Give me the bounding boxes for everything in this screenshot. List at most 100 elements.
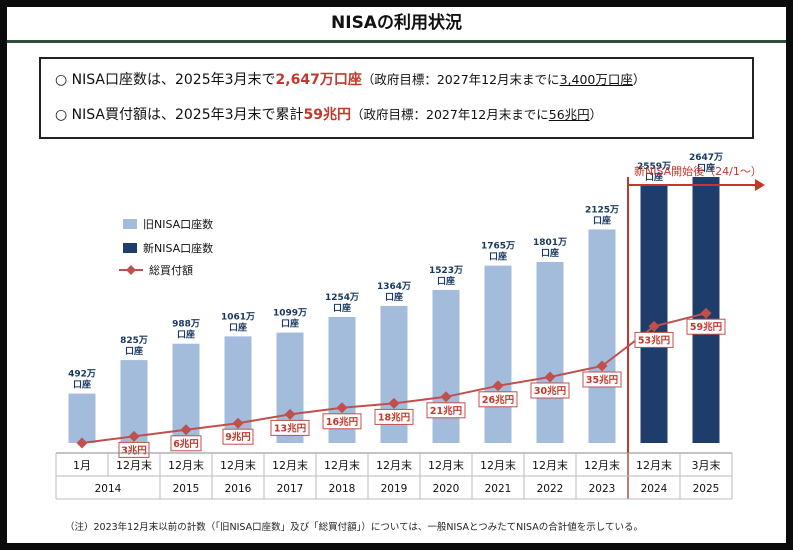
bar-value-unit: 口座 <box>437 275 455 287</box>
total-purchase-point <box>284 408 296 420</box>
bullet: ○ <box>55 107 68 123</box>
purchase-label-box <box>582 371 622 388</box>
bar-value-label: 1765万 <box>481 241 515 252</box>
bar-value-label: 2647万 <box>689 152 723 163</box>
accounts-highlight: 2,647万口座 <box>275 72 362 88</box>
old-nisa-bar <box>120 360 148 443</box>
old-nisa-bar <box>588 229 616 443</box>
total-purchase-point <box>596 360 608 372</box>
x-tick-label: 12月末 <box>220 458 256 472</box>
total-purchase-point <box>232 417 244 429</box>
x-tick-label: 12月末 <box>116 458 152 472</box>
goal-value: 3,400万口座 <box>559 72 633 87</box>
total-purchase-point <box>648 320 660 332</box>
new-nisa-annotation: 新NISA開始後（24/1～） <box>634 164 762 178</box>
goal-note-end: ） <box>589 107 603 122</box>
x-tick-label: 12月末 <box>428 458 464 472</box>
slide: NISAの利用状況 ○ NISA口座数は、2025年3月末で2,647万口座 （政… <box>7 7 786 543</box>
bar-value-label: 2125万 <box>585 204 619 215</box>
purchase-label-box <box>118 441 150 458</box>
new-nisa-arrow-head <box>755 179 765 191</box>
footnote: （注）2023年12月末以前の計数（「旧NISA口座数」及び「総買付額」）につい… <box>65 522 643 533</box>
purchase-label-box <box>374 408 414 425</box>
bar-value-unit: 口座 <box>229 321 247 333</box>
legend-label-new: 新NISA口座数 <box>143 241 213 255</box>
x-tick-label: 3月末 <box>692 458 721 472</box>
summary-text: NISA買付額は、2025年3月末で累計 <box>71 107 304 123</box>
new-nisa-bar <box>640 185 668 443</box>
bar-value-label: 1801万 <box>533 237 567 248</box>
total-purchase-point <box>700 307 712 319</box>
bullet: ○ <box>55 72 68 88</box>
x-tick-label: 12月末 <box>480 458 516 472</box>
bar-value-unit: 口座 <box>541 247 559 259</box>
old-nisa-bar <box>484 265 512 443</box>
legend-swatch-marker <box>126 265 136 275</box>
summary-line-accounts: ○ NISA口座数は、2025年3月末で2,647万口座（政府目標：2027年1… <box>55 69 645 89</box>
year-label: 2014 <box>95 483 122 495</box>
x-tick-label: 12月末 <box>532 458 568 472</box>
purchase-value-label: 13兆円 <box>274 422 306 434</box>
year-label: 2022 <box>537 483 564 495</box>
old-nisa-bar <box>432 289 460 443</box>
purchase-label-box <box>270 419 310 436</box>
purchase-label-box <box>478 391 518 408</box>
purchase-value-label: 3兆円 <box>121 444 147 456</box>
total-purchase-point <box>336 402 348 414</box>
goal-note-end: ） <box>632 72 646 87</box>
bar-value-unit: 口座 <box>385 291 403 303</box>
year-label: 2023 <box>589 483 616 495</box>
page-title: NISAの利用状況 <box>331 13 462 33</box>
purchase-value-label: 53兆円 <box>638 334 670 346</box>
summary-text: NISA口座数は、2025年3月末で <box>71 72 276 88</box>
total-purchase-point <box>76 437 88 449</box>
year-label: 2025 <box>693 483 720 495</box>
x-tick-label: 12月末 <box>636 458 672 472</box>
year-label: 2015 <box>173 483 200 495</box>
bar-value-unit: 口座 <box>281 318 299 330</box>
x-tick-label: 12月末 <box>168 458 204 472</box>
x-tick-label: 12月末 <box>324 458 360 472</box>
summary-box: ○ NISA口座数は、2025年3月末で2,647万口座 （政府目標：2027年1… <box>39 57 754 139</box>
purchase-label-box <box>170 435 202 452</box>
purchase-value-label: 26兆円 <box>482 394 514 406</box>
purchase-value-label: 59兆円 <box>690 321 722 333</box>
old-nisa-bar <box>68 393 96 443</box>
year-label: 2017 <box>277 483 304 495</box>
bar-value-unit: 口座 <box>177 329 195 341</box>
nisa-chart: 492万口座825万口座988万口座1061万口座1099万口座1254万口座1… <box>55 152 765 500</box>
bar-value-unit: 口座 <box>333 302 351 314</box>
year-label: 2024 <box>641 483 668 495</box>
goal-note: （政府目標：2027年12月末までに <box>351 107 549 122</box>
total-purchase-point <box>128 430 140 442</box>
bar-value-label: 1364万 <box>377 281 411 292</box>
title-divider <box>7 40 786 43</box>
purchases-highlight: 59兆円 <box>303 107 352 123</box>
bar-value-unit: 口座 <box>697 162 715 174</box>
year-label: 2018 <box>329 483 356 495</box>
bar-value-unit: 口座 <box>489 251 507 263</box>
bar-value-label: 2559万 <box>637 161 671 172</box>
purchase-label-box <box>222 428 254 445</box>
bar-value-label: 1099万 <box>273 308 307 319</box>
year-label: 2020 <box>433 483 460 495</box>
purchase-label-box <box>686 318 726 335</box>
legend-label-line: 総買付額 <box>149 263 193 277</box>
old-nisa-bar <box>536 261 564 443</box>
total-purchase-point <box>440 391 452 403</box>
purchase-value-label: 9兆円 <box>225 431 251 443</box>
purchase-label-box <box>634 331 674 348</box>
x-tick-label: 12月末 <box>272 458 308 472</box>
purchase-value-label: 21兆円 <box>430 405 462 417</box>
purchase-label-box <box>426 402 466 419</box>
purchase-label-box <box>530 382 570 399</box>
bar-value-label: 1254万 <box>325 292 359 303</box>
total-purchase-point <box>388 397 400 409</box>
purchase-label-box <box>322 413 362 430</box>
bar-value-label: 825万 <box>120 335 148 346</box>
year-label: 2016 <box>225 483 252 495</box>
bar-value-unit: 口座 <box>125 345 143 357</box>
purchase-value-label: 30兆円 <box>534 385 566 397</box>
bar-value-label: 1061万 <box>221 311 255 322</box>
x-tick-label: 12月末 <box>584 458 620 472</box>
